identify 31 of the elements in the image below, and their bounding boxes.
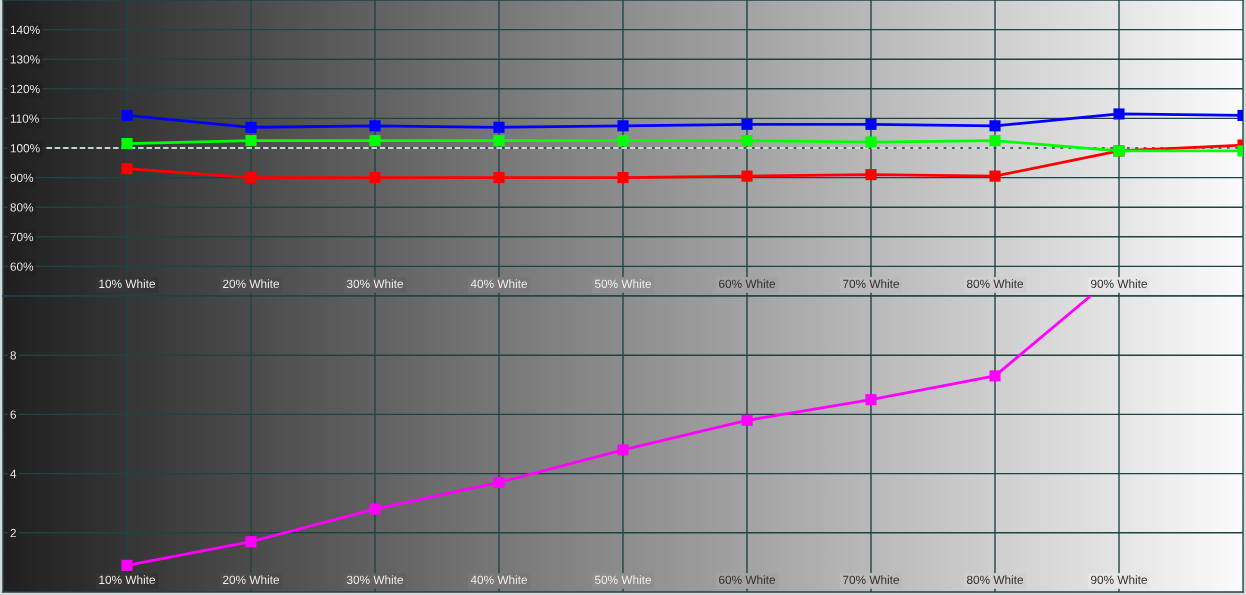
- y-tick-label: 60%: [10, 262, 34, 271]
- x-tick-label: 50% White: [594, 575, 652, 584]
- y-tick-label: 6: [10, 410, 16, 419]
- x-tick-label: 30% White: [346, 279, 404, 288]
- y-tick-label: 110%: [10, 114, 39, 123]
- y-tick-label: 70%: [10, 232, 34, 242]
- x-tick-label: 20% White: [223, 279, 280, 288]
- x-tick-label: 10% White: [99, 279, 156, 288]
- x-tick-label: 30% White: [346, 575, 404, 584]
- x-tick-label: 40% White: [470, 575, 528, 584]
- y-tick-label: 120%: [10, 84, 40, 94]
- x-tick-label: 60% White: [719, 279, 776, 288]
- y-tick-label: 8: [10, 351, 16, 360]
- y-tick-label: 4: [10, 469, 17, 478]
- x-tick-label: 60% White: [719, 575, 776, 584]
- x-tick-label: 80% White: [966, 575, 1024, 584]
- y-tick-label: 2: [10, 528, 16, 538]
- x-tick-label: 20% White: [223, 575, 280, 584]
- x-tick-label: 80% White: [966, 279, 1024, 288]
- y-tick-label: 130%: [10, 55, 40, 64]
- x-tick-label: 70% White: [843, 279, 900, 288]
- y-tick-label: 90%: [10, 173, 34, 182]
- y-tick-label: 140%: [10, 25, 40, 34]
- x-tick-label: 90% White: [1091, 575, 1148, 584]
- x-tick-label: 70% White: [843, 575, 900, 584]
- x-tick-label: 50% White: [594, 279, 652, 288]
- x-tick-label: 90% White: [1091, 279, 1148, 288]
- y-tick-label: 80%: [10, 203, 34, 212]
- x-tick-label: 10% White: [99, 575, 156, 584]
- x-tick-label: 40% White: [470, 279, 528, 288]
- y-tick-label: 100%: [10, 144, 40, 153]
